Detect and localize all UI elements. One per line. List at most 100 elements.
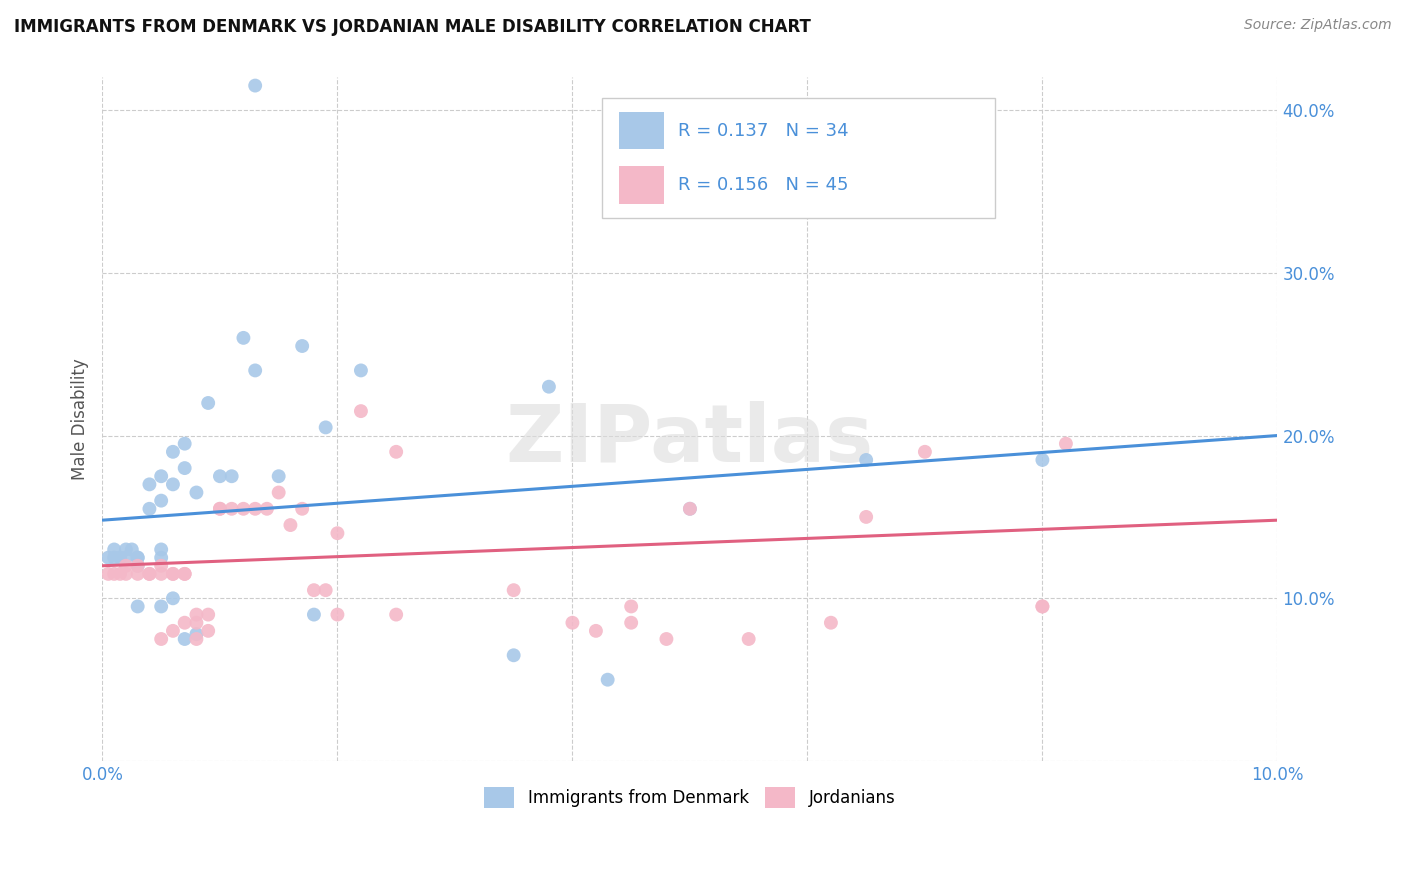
Point xyxy=(914,445,936,459)
Point xyxy=(197,396,219,410)
Point xyxy=(243,501,266,516)
Point xyxy=(302,607,325,622)
Text: ZIPatlas: ZIPatlas xyxy=(506,401,875,479)
Point xyxy=(620,615,643,630)
Legend: Immigrants from Denmark, Jordanians: Immigrants from Denmark, Jordanians xyxy=(478,780,903,814)
Point xyxy=(855,510,877,524)
Point xyxy=(108,566,131,581)
Point xyxy=(502,648,524,663)
Point xyxy=(115,550,138,565)
Point xyxy=(121,542,143,557)
Point xyxy=(221,469,243,483)
Point xyxy=(232,501,254,516)
Point xyxy=(162,591,184,606)
Point xyxy=(655,632,678,646)
Point xyxy=(350,363,373,377)
Point xyxy=(679,501,702,516)
Point xyxy=(115,558,138,573)
Point xyxy=(679,501,702,516)
Point xyxy=(150,599,173,614)
Point xyxy=(585,624,607,638)
Point xyxy=(162,566,184,581)
Point xyxy=(162,566,184,581)
Point xyxy=(127,550,149,565)
Point xyxy=(596,673,619,687)
Point xyxy=(150,469,173,483)
Point xyxy=(737,632,759,646)
Point xyxy=(127,566,149,581)
Point xyxy=(173,566,195,581)
Point xyxy=(302,583,325,598)
Point xyxy=(280,518,302,533)
Point xyxy=(385,445,408,459)
Point xyxy=(150,542,173,557)
Point xyxy=(115,542,138,557)
Point xyxy=(208,501,231,516)
Point xyxy=(350,404,373,418)
Point xyxy=(326,526,349,541)
Point xyxy=(103,566,125,581)
FancyBboxPatch shape xyxy=(620,112,664,149)
Point xyxy=(115,566,138,581)
Y-axis label: Male Disability: Male Disability xyxy=(72,359,89,480)
Point xyxy=(243,363,266,377)
Point xyxy=(138,477,160,491)
Point xyxy=(561,615,583,630)
Point xyxy=(232,331,254,345)
Point xyxy=(186,607,208,622)
Point xyxy=(150,550,173,565)
Point xyxy=(186,615,208,630)
Point xyxy=(138,501,160,516)
Point xyxy=(291,501,314,516)
Point xyxy=(186,627,208,641)
Point xyxy=(1031,599,1053,614)
Point xyxy=(138,566,160,581)
Point xyxy=(173,632,195,646)
Point xyxy=(150,493,173,508)
Point xyxy=(1031,599,1053,614)
Point xyxy=(186,485,208,500)
Point xyxy=(1031,453,1053,467)
Point xyxy=(103,550,125,565)
Point xyxy=(127,558,149,573)
Point xyxy=(150,558,173,573)
Point xyxy=(162,477,184,491)
Point xyxy=(103,542,125,557)
Point xyxy=(291,339,314,353)
Point xyxy=(97,566,120,581)
Point xyxy=(502,583,524,598)
Point xyxy=(267,469,290,483)
Point xyxy=(108,550,131,565)
Point xyxy=(127,599,149,614)
FancyBboxPatch shape xyxy=(620,166,664,204)
Text: R = 0.137   N = 34: R = 0.137 N = 34 xyxy=(678,122,849,140)
Point xyxy=(186,632,208,646)
Point xyxy=(537,380,560,394)
Point xyxy=(173,566,195,581)
Point xyxy=(173,436,195,450)
Point xyxy=(150,632,173,646)
Point xyxy=(315,583,337,598)
Text: Source: ZipAtlas.com: Source: ZipAtlas.com xyxy=(1244,18,1392,32)
Point xyxy=(385,607,408,622)
Point xyxy=(855,453,877,467)
Point xyxy=(162,624,184,638)
Point xyxy=(127,558,149,573)
Point xyxy=(173,461,195,475)
Point xyxy=(1054,436,1077,450)
FancyBboxPatch shape xyxy=(602,98,995,218)
Point xyxy=(820,615,842,630)
Point xyxy=(221,501,243,516)
Point xyxy=(97,550,120,565)
Text: R = 0.156   N = 45: R = 0.156 N = 45 xyxy=(678,177,849,194)
Point xyxy=(208,501,231,516)
Point xyxy=(256,501,278,516)
Point xyxy=(173,615,195,630)
Point xyxy=(326,607,349,622)
Point xyxy=(208,469,231,483)
Point xyxy=(162,445,184,459)
Point xyxy=(620,599,643,614)
Point xyxy=(243,78,266,93)
Point xyxy=(197,607,219,622)
Point xyxy=(127,550,149,565)
